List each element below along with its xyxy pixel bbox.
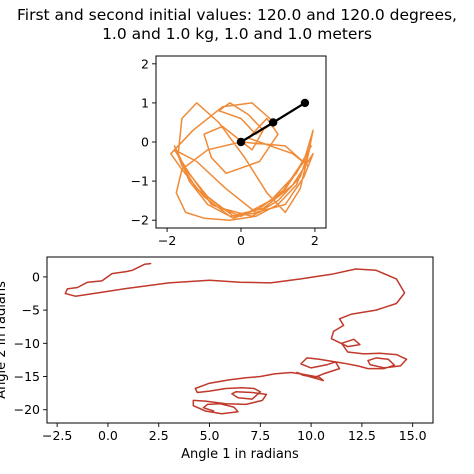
x-tick-label: 15.0 [399,428,427,443]
x-tick-label: 5.0 [200,428,220,443]
x-tick-label: −2.5 [42,428,72,443]
x-tick-label: 12.5 [348,428,376,443]
chart-title-line-2: 1.0 and 1.0 kg, 1.0 and 1.0 meters [102,25,372,43]
phase-plot-frame [46,256,434,424]
phase-axes: −2.5 0.0 2.5 5.0 7.5 10.0 12.5 15.0 0 −5 −10 −15 −20… [0,256,434,462]
x-tick-label: 2.5 [149,428,169,443]
y-tick-label: −1 [131,174,149,189]
x-tick-label: −2 [158,233,176,248]
y-tick-label: −5 [22,303,40,318]
pendulum-bob-0 [236,137,246,147]
y-tick-label: −10 [14,336,40,351]
y-tick-label: 1 [141,95,149,110]
pendulum-axes: −2 0 2 −2 −1 0 1 2 [131,55,327,248]
x-tick-label: 10.0 [297,428,325,443]
y-tick-label: 0 [32,269,40,284]
x-tick-label: 2 [311,233,319,248]
phase-plot-series-0 [64,262,408,415]
pendulum-bob-1 [268,118,278,127]
y-tick-label: −15 [14,369,40,384]
x-axis-label: Angle 1 in radians [181,447,299,462]
y-tick-label: −2 [131,213,149,228]
pendulum-bob-2 [300,98,310,108]
x-tick-label: 7.5 [250,428,270,443]
x-tick-label: 0.0 [98,428,118,443]
pendulum-trajectory-series-0 [170,102,314,221]
y-tick-label: 0 [141,135,149,150]
y-axis-label: Angle 2 in radians [0,281,9,399]
y-tick-label: 2 [141,56,149,71]
x-tick-label: 0 [237,233,245,248]
y-tick-label: −20 [14,402,40,417]
chart-title-line-1: First and second initial values: 120.0 a… [17,6,457,24]
